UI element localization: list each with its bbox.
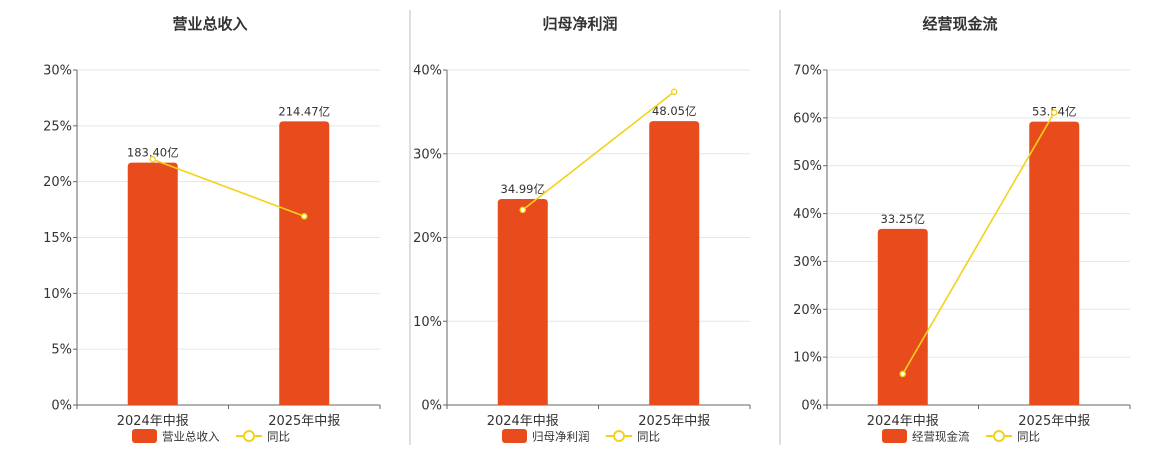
legend-swatch-marker [243,430,255,442]
x-category-label: 2025年中报 [268,414,340,429]
bar-value-label: 183.40亿 [127,146,179,160]
x-category-label: 2025年中报 [1018,414,1090,429]
bar-1[interactable] [497,198,548,405]
chart-title: 归母净利润 [542,15,617,33]
chart-panel-1: 营业总收入 0% 5% 10% 15% 20% 25% 30% 183.40亿 214.47亿 20… [43,15,381,444]
y-tick-label: 20% [413,231,442,246]
y-tick-label: 0% [801,399,822,414]
x-category-label: 2024年中报 [487,414,559,429]
legend-swatch-marker [613,430,625,442]
yoy-point[interactable] [899,370,907,378]
bar-1[interactable] [877,228,928,405]
y-tick-label: 30% [43,64,72,79]
bar-1[interactable] [127,162,178,405]
legend: 营业总收入 同比 [132,429,290,444]
bar-2[interactable] [649,121,700,406]
y-tick-label: 0% [51,399,72,414]
bar-2[interactable] [1029,121,1080,405]
legend: 归母净利润 同比 [502,429,660,444]
yoy-line [902,112,1055,375]
y-tick-label: 30% [413,147,442,162]
y-tick-label: 20% [43,175,72,190]
bar-value-label: 34.99亿 [501,182,545,196]
legend-swatch-bar[interactable] [882,429,907,443]
yoy-point[interactable] [519,206,527,214]
y-tick-label: 40% [413,64,442,79]
x-category-label: 2024年中报 [117,414,189,429]
bar-value-label: 48.05亿 [652,104,696,118]
y-tick-label: 60% [793,111,822,126]
x-category-label: 2024年中报 [867,414,939,429]
legend-label-line: 同比 [1017,430,1040,444]
legend-label-line: 同比 [637,430,660,444]
y-tick-label: 10% [793,351,822,366]
y-tick-label: 0% [421,399,442,414]
yoy-point[interactable] [300,212,308,220]
legend: 经营现金流 同比 [882,429,1040,444]
y-tick-label: 50% [793,159,822,174]
chart-panel-3: 经营现金流0%10%20%30%40%50%60%70%33.25亿53.54亿… [779,10,1131,445]
yoy-line [522,91,675,211]
legend-swatch-bar[interactable] [502,429,527,443]
bar-value-label: 214.47亿 [278,104,330,118]
bar-2[interactable] [279,121,330,405]
yoy-point[interactable] [670,88,678,96]
chart-title: 营业总收入 [172,15,247,33]
chart-title: 经营现金流 [922,15,997,33]
y-tick-label: 25% [43,119,72,134]
y-tick-label: 70% [793,64,822,79]
legend-label-line: 同比 [267,430,290,444]
chart-panel-2: 归母净利润 0% 10% 20% 30% 40% 34.99亿 48.05亿 2024年中报 20… [409,10,751,445]
yoy-line [152,158,305,218]
x-category-label: 2025年中报 [638,414,710,429]
y-tick-label: 20% [793,303,822,318]
y-tick-label: 10% [43,287,72,302]
legend-label-bar: 营业总收入 [162,430,220,444]
legend-swatch-marker [993,430,1005,442]
legend-label-bar: 归母净利润 [532,430,590,444]
yoy-point[interactable] [1050,109,1058,116]
legend-swatch-bar[interactable] [132,429,157,443]
y-tick-label: 30% [793,255,822,270]
bar-value-label: 33.25亿 [881,212,925,226]
y-tick-label: 5% [51,343,72,358]
y-tick-label: 10% [413,315,442,330]
y-tick-label: 15% [43,231,72,246]
y-tick-label: 40% [793,207,822,222]
legend-label-bar: 经营现金流 [912,430,970,444]
yoy-point[interactable] [149,156,157,163]
